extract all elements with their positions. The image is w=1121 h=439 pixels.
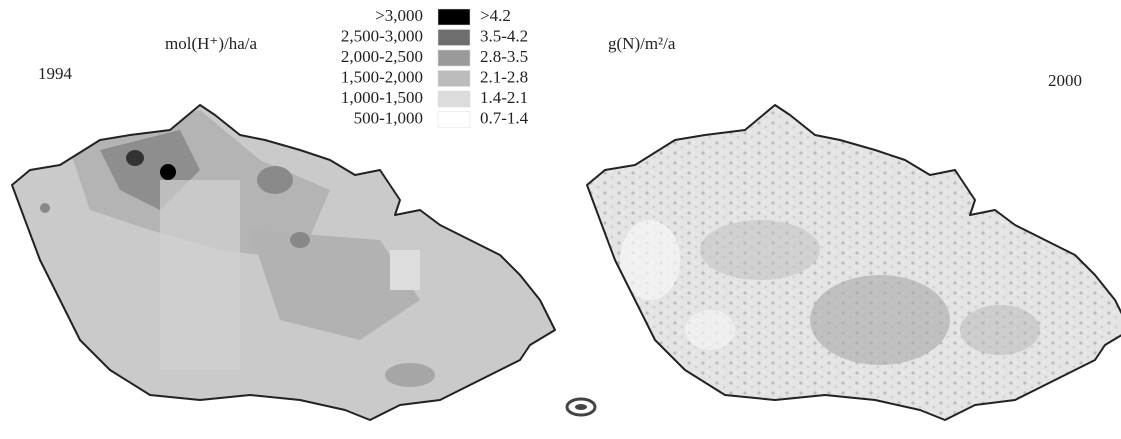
map-2000: [575, 90, 1121, 430]
legend-label: 1.4-2.1: [480, 88, 528, 107]
legend-swatch: [438, 112, 470, 128]
legend-swatch: [438, 9, 470, 25]
legend-label: 3.5-4.2: [480, 26, 528, 45]
legend-swatch: [438, 91, 470, 107]
legend-label: >3,000: [375, 6, 423, 25]
legend-label: 2,000-2,500: [341, 47, 423, 66]
legend-unit: mol(H⁺)/ha/a: [165, 34, 258, 53]
legend-label: 1,000-1,500: [341, 88, 423, 107]
legend-swatch: [438, 71, 470, 87]
legend: >3,000 >4.2 2,500-3,000 3.5-4.2 2,000-2,500 2…: [341, 6, 529, 128]
year-label: 1994: [38, 64, 73, 83]
legend-label: 2.1-2.8: [480, 67, 528, 86]
legend-label: 2.8-3.5: [480, 47, 528, 66]
legend-label: >4.2: [480, 6, 511, 25]
logo: [567, 399, 595, 415]
legend-swatch: [438, 30, 470, 46]
legend-label: 0.7-1.4: [480, 108, 529, 127]
legend-label: 2,500-3,000: [341, 26, 423, 45]
map-1994: [0, 90, 570, 430]
year-label: 2000: [1048, 71, 1082, 90]
figure: 1994 2000 mol(H⁺)/ha/a g(N)/m²/a >3,000>…: [0, 0, 1121, 439]
legend-label: 1,500-2,000: [341, 67, 423, 86]
legend-label: 500-1,000: [354, 108, 423, 127]
legend-swatch: [438, 50, 470, 66]
legend-unit: g(N)/m²/a: [608, 34, 676, 53]
